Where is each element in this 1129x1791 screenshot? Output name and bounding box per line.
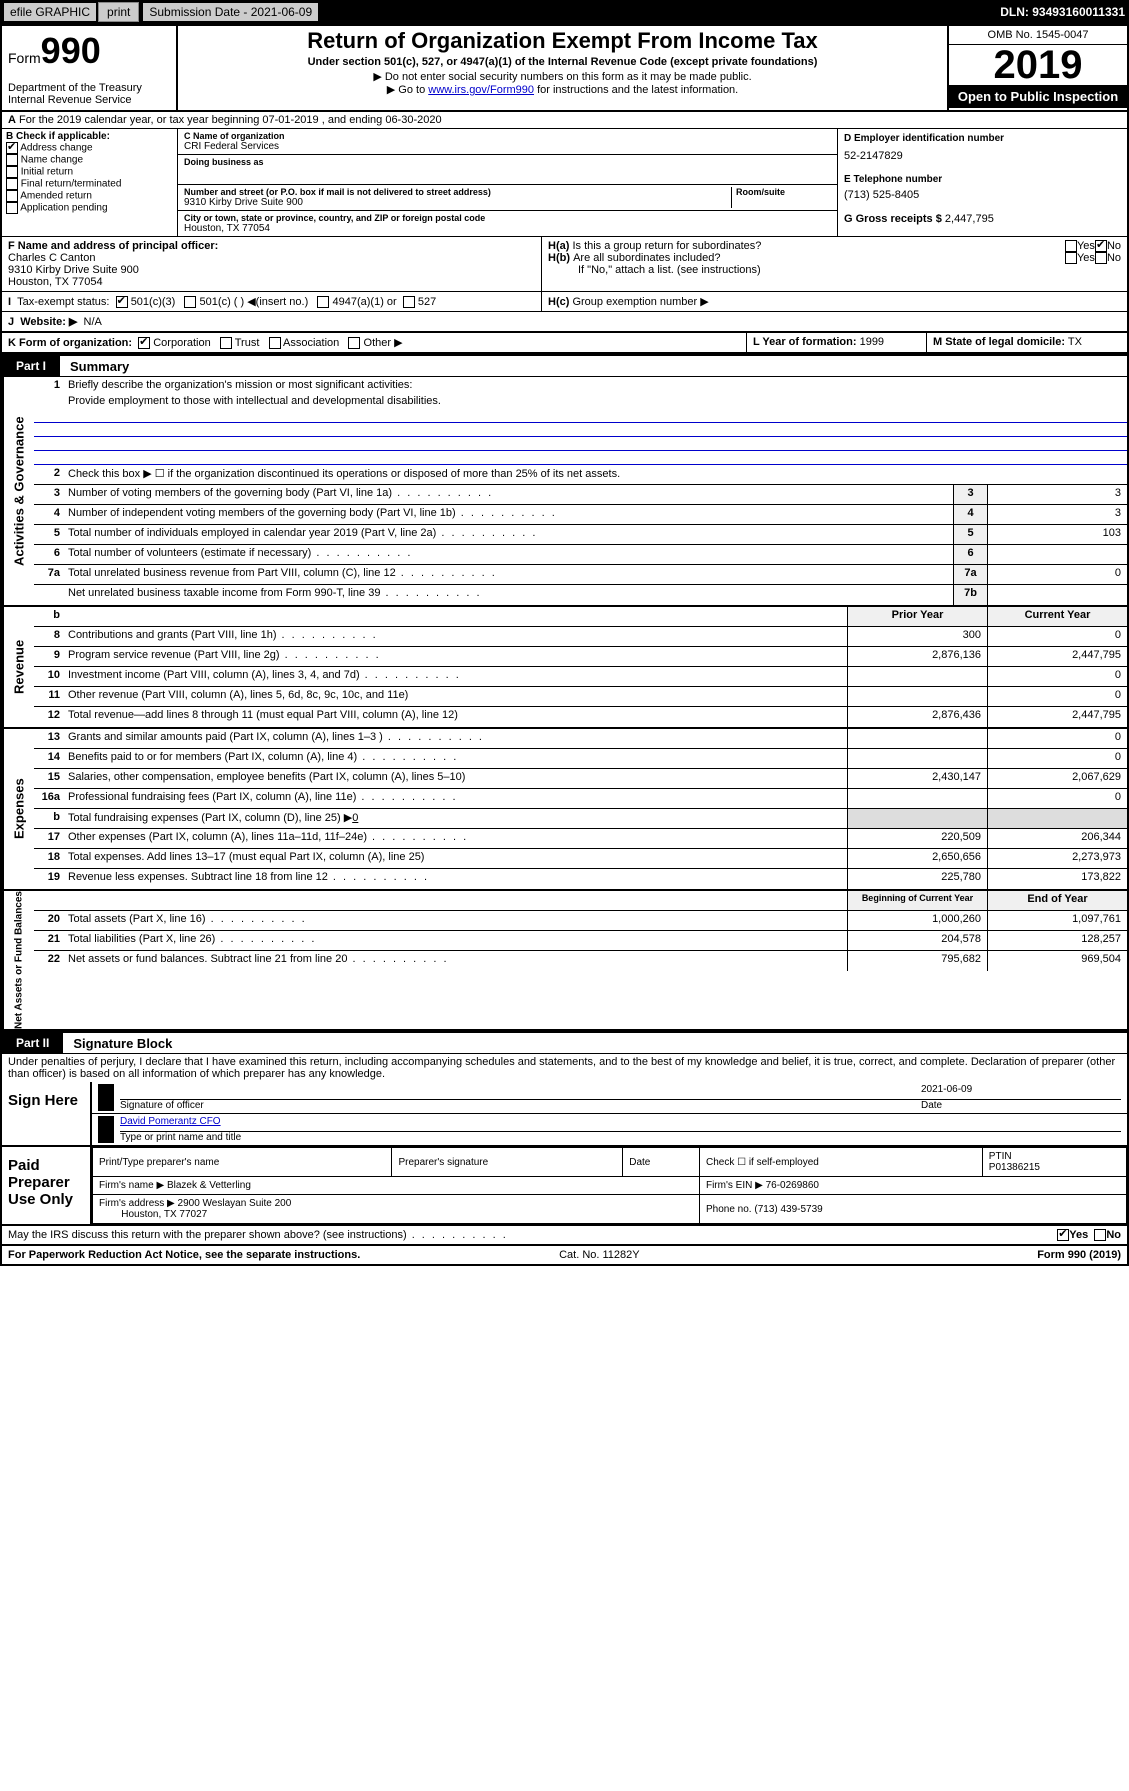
- form-header: Form990 Department of the Treasury Inter…: [0, 24, 1129, 112]
- irs: Internal Revenue Service: [8, 94, 170, 106]
- form990-link[interactable]: www.irs.gov/Form990: [428, 84, 534, 96]
- val-4: 3: [987, 505, 1127, 524]
- dln: DLN: 93493160011331: [1000, 5, 1125, 19]
- val-7b: [987, 585, 1127, 605]
- topbar: efile GRAPHIC print Submission Date - 20…: [0, 0, 1129, 24]
- vtab-expenses: Expenses: [2, 729, 34, 889]
- chk-final[interactable]: Final return/terminated: [6, 178, 173, 190]
- telephone: (713) 525-8405: [844, 189, 1121, 201]
- ptin: P01386215: [989, 1162, 1040, 1173]
- chk-name-change[interactable]: Name change: [6, 154, 173, 166]
- submission-date: Submission Date - 2021-06-09: [143, 3, 318, 21]
- mission: Provide employment to those with intelle…: [34, 393, 1127, 409]
- row-bcd: B Check if applicable: Address change Na…: [0, 129, 1129, 237]
- efile-label: efile GRAPHIC: [4, 3, 96, 21]
- officer-name: Charles C Canton: [8, 252, 95, 264]
- chk-pending[interactable]: Application pending: [6, 202, 173, 214]
- col-b: B Check if applicable: Address change Na…: [2, 129, 178, 236]
- val-5: 103: [987, 525, 1127, 544]
- form-number: 990: [41, 30, 101, 71]
- chk-amended[interactable]: Amended return: [6, 190, 173, 202]
- open-inspection: Open to Public Inspection: [949, 85, 1127, 108]
- form-label: Form: [8, 50, 41, 66]
- website: N/A: [84, 316, 102, 328]
- firm-ein: 76-0269860: [766, 1180, 819, 1191]
- org-name: CRI Federal Services: [184, 141, 831, 152]
- year-formation: 1999: [860, 336, 884, 348]
- vtab-balances: Net Assets or Fund Balances: [2, 891, 34, 1029]
- firm-phone: (713) 439-5739: [754, 1204, 822, 1215]
- officer-name-link[interactable]: David Pomerantz CFO: [120, 1116, 221, 1127]
- val-7a: 0: [987, 565, 1127, 584]
- org-city: Houston, TX 77054: [184, 223, 831, 234]
- form-title: Return of Organization Exempt From Incom…: [186, 28, 939, 54]
- arrow-icon: [98, 1084, 114, 1111]
- arrow-icon: [98, 1116, 114, 1143]
- ein: 52-2147829: [844, 150, 1121, 162]
- row-a: A For the 2019 calendar year, or tax yea…: [0, 112, 1129, 129]
- vtab-revenue: Revenue: [2, 607, 34, 727]
- sig-date: 2021-06-09: [921, 1084, 1121, 1100]
- row-fh: F Name and address of principal officer:…: [0, 237, 1129, 292]
- org-address: 9310 Kirby Drive Suite 900: [184, 197, 731, 208]
- gross-receipts: 2,447,795: [945, 213, 994, 225]
- domicile: TX: [1068, 336, 1082, 348]
- firm-name: Blazek & Vetterling: [167, 1180, 251, 1191]
- form-subtitle: Under section 501(c), 527, or 4947(a)(1)…: [186, 56, 939, 68]
- val-6: [987, 545, 1127, 564]
- vtab-governance: Activities & Governance: [2, 377, 34, 605]
- sign-here: Sign Here: [2, 1082, 92, 1145]
- footer: For Paperwork Reduction Act Notice, see …: [0, 1246, 1129, 1266]
- val-3: 3: [987, 485, 1127, 504]
- part1-header: Part I Summary: [0, 354, 1129, 377]
- part2-header: Part II Signature Block: [0, 1031, 1129, 1054]
- tax-year: 2019: [949, 45, 1127, 85]
- firm-addr: 2900 Weslayan Suite 200: [178, 1198, 292, 1209]
- paid-preparer: Paid Preparer Use Only: [2, 1147, 92, 1224]
- print-button[interactable]: print: [98, 2, 139, 22]
- perjury: Under penalties of perjury, I declare th…: [0, 1054, 1129, 1082]
- chk-initial[interactable]: Initial return: [6, 166, 173, 178]
- dept: Department of the Treasury: [8, 82, 170, 94]
- ssn-warning: ▶ Do not enter social security numbers o…: [186, 70, 939, 83]
- chk-address-change[interactable]: Address change: [6, 142, 173, 154]
